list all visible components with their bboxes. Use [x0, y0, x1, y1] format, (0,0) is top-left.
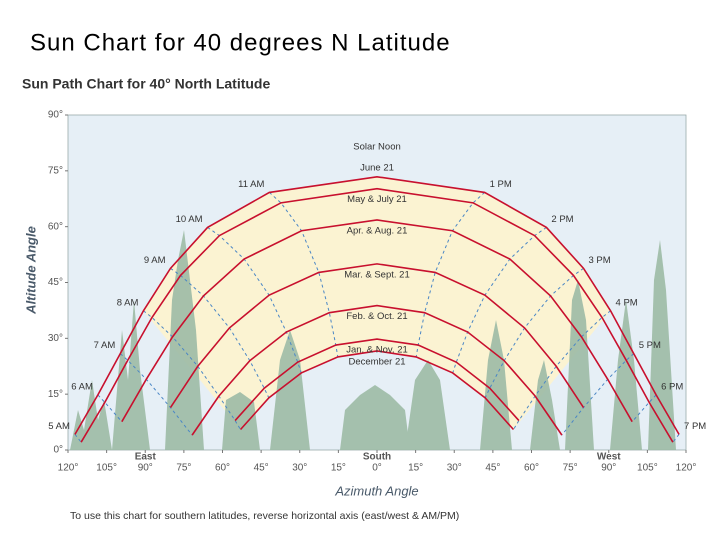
y-tick-label: 0° — [53, 445, 63, 456]
chart-title: Sun Path Chart for 40° North Latitude — [22, 76, 270, 92]
hour-label: 11 AM — [238, 179, 264, 190]
tree — [340, 385, 410, 450]
hour-label: 6 PM — [661, 381, 683, 392]
series-label: Jan. & Nov. 21 — [346, 345, 408, 356]
x-tick-label: 15° — [331, 463, 346, 474]
tree — [270, 330, 310, 450]
x-tick-label: 90° — [138, 463, 153, 474]
hour-label: 2 PM — [551, 214, 573, 225]
x-tick-label: 120° — [58, 463, 79, 474]
series-label: June 21 — [360, 162, 394, 173]
tree — [222, 392, 260, 450]
series-label: Mar. & Sept. 21 — [344, 269, 409, 280]
x-tick-label: 60° — [215, 463, 230, 474]
series-label: December 21 — [348, 357, 405, 368]
x-tick-label: 45° — [254, 463, 269, 474]
series-label: Feb. & Oct. 21 — [346, 311, 407, 322]
hour-label: 9 AM — [144, 255, 166, 266]
y-tick-label: 45° — [48, 277, 63, 288]
sun-path — [169, 263, 585, 409]
x-tick-label: 30° — [447, 463, 462, 474]
tree — [648, 240, 676, 450]
direction-label: South — [363, 452, 391, 463]
label-layer: 0° 15° 30° 45° 60° 75° 90° 120° 105° 90° 75° 60° 45°… — [48, 110, 706, 474]
slide-title: Sun Chart for 40 degrees N Latitude — [30, 29, 451, 56]
sun-path — [234, 338, 520, 422]
chart-note: To use this chart for southern latitudes… — [70, 510, 459, 522]
sun-path — [121, 219, 633, 423]
x-tick-label: 30° — [292, 463, 307, 474]
tree — [405, 360, 450, 450]
x-axis-label: Azimuth Angle — [334, 483, 418, 498]
direction-label: East — [135, 452, 157, 463]
tree — [610, 300, 642, 450]
x-tick-label: 45° — [485, 463, 500, 474]
x-tick-label: 0° — [372, 463, 382, 474]
trees — [70, 230, 676, 450]
hour-line — [74, 434, 82, 443]
hour-label: 7 PM — [684, 421, 706, 432]
series-label: Apr. & Aug. 21 — [347, 225, 408, 236]
curve-layer — [74, 175, 680, 443]
hour-line — [672, 434, 680, 443]
x-tick-label: 105° — [96, 463, 117, 474]
hour-label: 6 AM — [71, 381, 93, 392]
hour-label: 4 PM — [616, 297, 638, 308]
x-tick-label: 75° — [176, 463, 191, 474]
x-tick-label: 60° — [524, 463, 539, 474]
sun-path — [74, 175, 680, 435]
hour-label: 1 PM — [490, 179, 512, 190]
tree — [480, 320, 512, 450]
x-tick-label: 15° — [408, 463, 423, 474]
sun-path — [80, 187, 674, 443]
hour-label: 5 PM — [639, 340, 661, 351]
hour-label: 5 AM — [48, 421, 70, 432]
x-tick-label: 75° — [563, 463, 578, 474]
y-tick-label: 30° — [48, 333, 63, 344]
y-tick-label: 90° — [48, 110, 63, 121]
x-tick-label: 120° — [676, 463, 697, 474]
sun-path — [239, 350, 515, 431]
x-tick-label: 90° — [601, 463, 616, 474]
y-tick-label: 15° — [48, 389, 63, 400]
x-tick-label: 105° — [637, 463, 658, 474]
y-tick-label: 60° — [48, 221, 63, 232]
y-axis-label: Altitude Angle — [23, 226, 38, 315]
tree — [70, 380, 112, 450]
hour-label: 7 AM — [94, 340, 116, 351]
y-tick-label: 75° — [48, 165, 63, 176]
tree — [565, 280, 594, 450]
tree — [530, 360, 560, 450]
hour-label: 10 AM — [176, 214, 203, 225]
direction-label: West — [597, 452, 621, 463]
tree — [112, 300, 150, 450]
hour-label: 3 PM — [589, 255, 611, 266]
hour-label: 8 AM — [117, 297, 139, 308]
sun-path — [191, 304, 563, 436]
hour-label: Solar Noon — [353, 141, 401, 152]
series-label: May & July 21 — [347, 194, 407, 205]
